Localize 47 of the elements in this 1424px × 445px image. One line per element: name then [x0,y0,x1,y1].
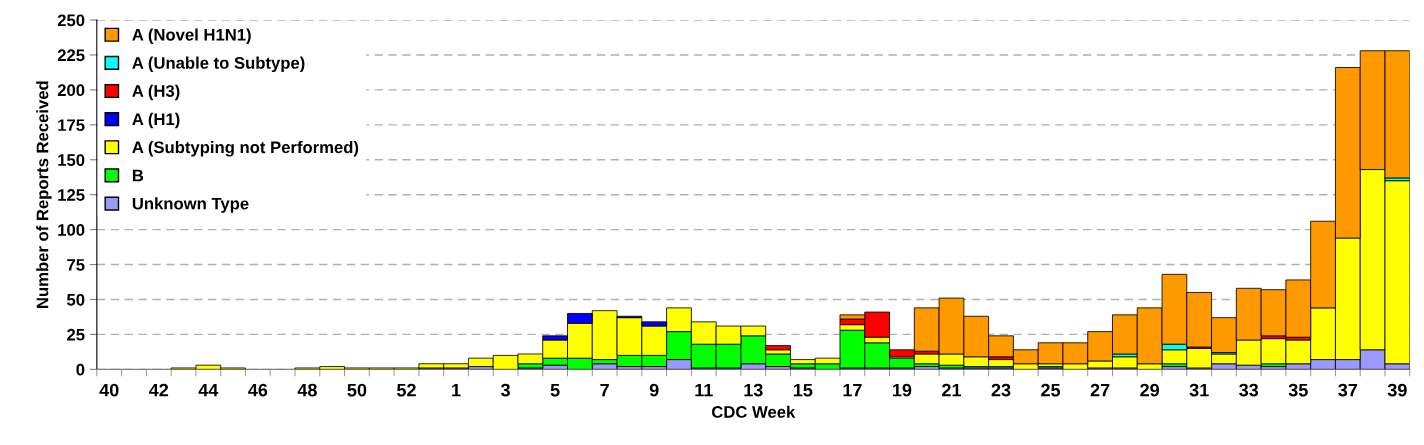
x-tick-label: 19 [893,383,912,397]
x-tick-label: 21 [942,383,962,397]
x-tick-label: 3 [500,383,510,397]
legend-label: A (Novel H1N1) [132,28,251,44]
legend-label: A (Subtyping not Performed) [132,140,359,157]
x-tick-label: 39 [1387,383,1407,397]
x-tick-label: 1 [452,383,461,397]
x-tick-label: 23 [991,383,1011,397]
legend-label: B [132,169,144,182]
x-tick-label: 9 [649,383,659,397]
y-tick-label: 200 [57,84,85,97]
x-tick-label: 50 [347,383,367,397]
legend-label: A (H1) [132,112,180,129]
x-axis-title: CDC Week [711,405,796,418]
x-tick-label: 33 [1239,383,1259,397]
x-tick-label: 37 [1338,383,1358,397]
x-tick-label: 46 [248,383,268,397]
x-tick-label: 11 [695,383,713,397]
x-tick-label: 48 [297,383,317,397]
y-tick-label: 225 [57,49,85,62]
y-tick-label: 125 [58,189,85,201]
x-tick-label: 25 [1041,383,1061,397]
x-tick-label: 13 [744,383,763,397]
y-tick-label: 25 [67,328,85,341]
legend-label: A (Unable to Subtype) [132,56,305,73]
x-tick-label: 15 [793,383,813,397]
x-tick-label: 42 [149,383,169,397]
legend-label: A (H3) [132,84,180,101]
y-tick-label: 175 [58,119,85,132]
x-tick-label: 35 [1288,383,1308,397]
y-tick-label: 0 [76,363,85,376]
x-tick-label: 17 [843,383,862,397]
x-tick-label: 5 [550,383,560,397]
x-tick-label: 40 [99,383,119,397]
y-tick-label: 75 [67,259,85,271]
x-tick-label: 29 [1140,383,1160,397]
x-tick-label: 31 [1189,383,1209,397]
legend-label: Unknown Type [132,197,249,213]
y-tick-label: 100 [58,224,85,236]
x-tick-label: 27 [1090,383,1110,397]
x-tick-label: 44 [198,383,219,397]
x-tick-label: 52 [397,383,416,397]
y-axis-title: Number of Reports Received [36,81,52,308]
y-tick-label: 250 [57,14,85,27]
y-tick-label: 150 [58,154,85,166]
x-tick-label: 7 [600,383,609,397]
y-tick-label: 50 [67,293,85,306]
